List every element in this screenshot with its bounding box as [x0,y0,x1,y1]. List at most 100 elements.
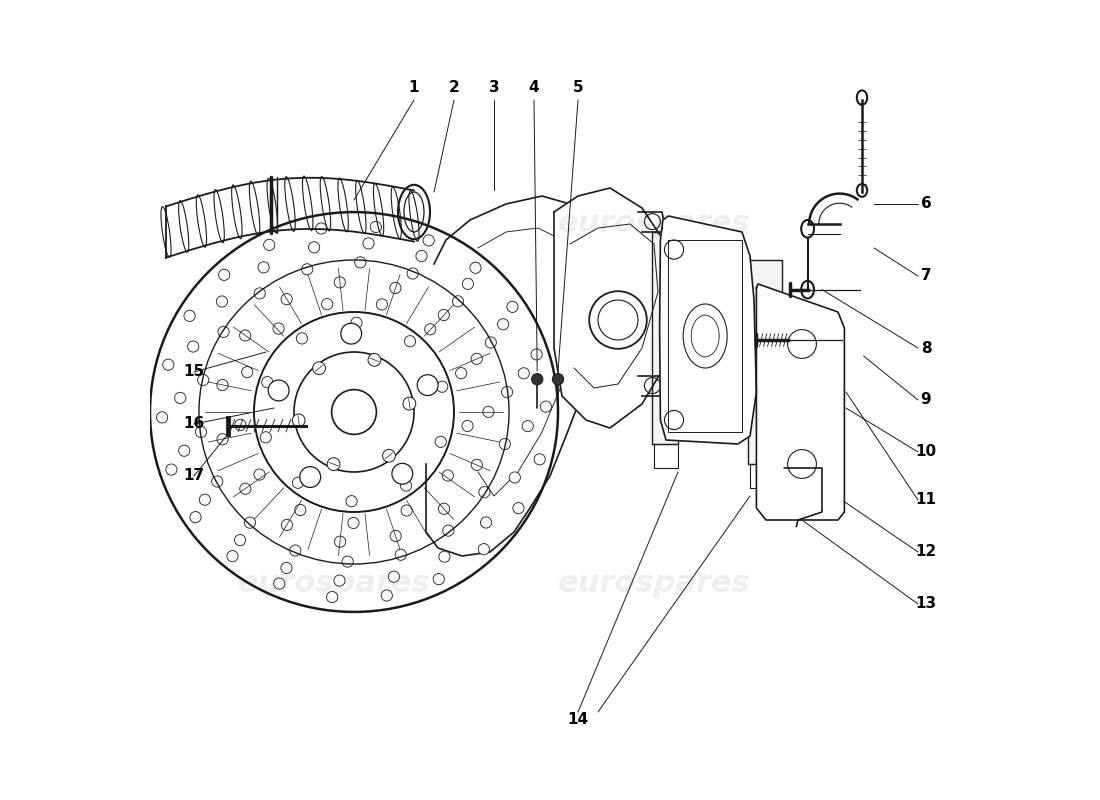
Circle shape [424,235,434,246]
Circle shape [268,380,289,401]
Circle shape [509,472,520,483]
Text: 6: 6 [921,197,932,211]
Circle shape [388,571,399,582]
Circle shape [196,426,207,438]
Circle shape [282,294,293,305]
Circle shape [218,326,229,338]
Circle shape [522,421,534,432]
Circle shape [405,336,416,347]
Circle shape [258,262,270,273]
Circle shape [334,536,345,547]
Circle shape [540,401,551,412]
Circle shape [417,374,438,395]
Circle shape [438,310,450,321]
Circle shape [254,469,265,480]
Text: eurospares: eurospares [558,210,750,238]
Circle shape [433,574,444,585]
Circle shape [289,545,301,556]
Circle shape [300,466,320,487]
Circle shape [507,302,518,313]
Circle shape [531,349,542,360]
Circle shape [392,463,412,484]
Circle shape [416,250,427,262]
Circle shape [293,414,305,426]
Circle shape [376,298,387,310]
Circle shape [301,264,312,275]
Circle shape [455,367,466,378]
Text: 17: 17 [184,469,205,483]
Circle shape [184,310,195,322]
Circle shape [293,477,304,488]
Circle shape [190,511,201,522]
Circle shape [478,543,490,554]
Circle shape [518,368,529,379]
Circle shape [227,550,238,562]
Circle shape [156,412,167,423]
Circle shape [342,556,353,567]
Circle shape [462,278,473,290]
Circle shape [354,257,366,268]
Text: 11: 11 [915,493,936,507]
Circle shape [217,379,228,390]
Circle shape [254,288,265,299]
Circle shape [198,374,209,386]
Circle shape [348,518,359,529]
Circle shape [442,525,454,536]
Text: 8: 8 [921,341,932,355]
Circle shape [389,282,402,294]
Circle shape [485,337,496,348]
Circle shape [282,519,293,530]
Circle shape [188,341,199,352]
Circle shape [390,530,402,542]
Circle shape [274,578,285,589]
Circle shape [436,436,447,447]
Circle shape [535,454,546,465]
Circle shape [371,222,382,233]
Circle shape [334,277,345,288]
Text: 16: 16 [184,417,205,431]
Circle shape [273,323,284,334]
Polygon shape [554,188,674,428]
Text: eurospares: eurospares [558,570,750,598]
Circle shape [368,354,381,366]
Circle shape [383,450,395,462]
Text: 9: 9 [921,393,932,407]
Circle shape [351,317,362,328]
Text: 13: 13 [915,597,936,611]
Circle shape [166,464,177,475]
Circle shape [552,374,563,385]
Circle shape [439,551,450,562]
Circle shape [175,392,186,403]
Circle shape [199,494,210,506]
Circle shape [295,504,306,515]
Circle shape [217,434,228,445]
Circle shape [334,575,345,586]
Circle shape [483,406,494,418]
Circle shape [327,458,340,470]
Circle shape [470,262,481,274]
Circle shape [211,476,223,487]
Circle shape [499,438,510,450]
Circle shape [327,591,338,602]
Circle shape [321,298,333,310]
Text: 15: 15 [184,365,205,379]
Circle shape [462,420,473,431]
Circle shape [244,517,255,528]
Circle shape [442,470,453,481]
Circle shape [497,318,508,330]
Circle shape [219,270,230,281]
Circle shape [242,366,253,378]
Circle shape [407,268,418,279]
Text: 4: 4 [529,81,539,95]
Circle shape [502,386,513,398]
Circle shape [452,296,463,307]
Polygon shape [757,284,845,520]
Circle shape [481,517,492,528]
Circle shape [261,432,272,443]
Polygon shape [660,216,757,444]
Text: 1: 1 [409,81,419,95]
Circle shape [163,359,174,370]
Circle shape [312,362,326,374]
Circle shape [363,238,374,249]
Circle shape [316,223,327,234]
